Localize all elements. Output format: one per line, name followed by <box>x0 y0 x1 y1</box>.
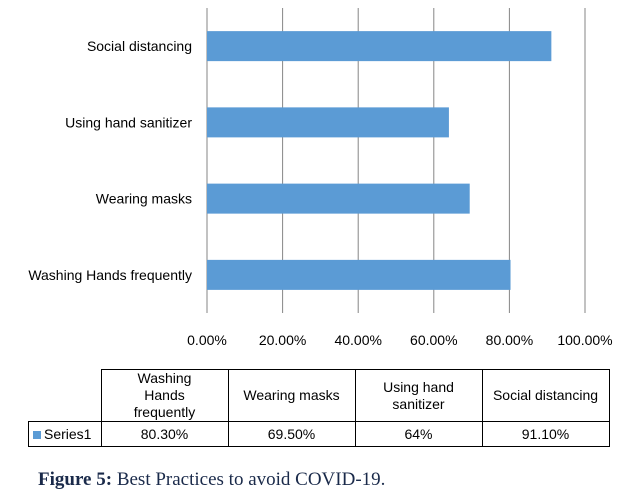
data-table-header: Washing Hands frequently <box>100 369 229 422</box>
data-table-header: Using hand sanitizer <box>354 369 483 422</box>
x-tick-label: 0.00% <box>187 332 227 348</box>
data-table-value: 64% <box>354 421 483 447</box>
x-tick-label: 100.00% <box>557 332 612 348</box>
data-table-series-cell: Series1 <box>28 421 102 447</box>
data-table: Washing Hands frequently Wearing masks U… <box>28 369 610 447</box>
bar <box>207 31 552 62</box>
bar <box>207 107 449 138</box>
data-table-value: 69.50% <box>227 421 356 447</box>
figure-caption-label: Figure 5: <box>38 469 113 490</box>
data-table-series-row: Series1 80.30% 69.50% 64% 91.10% <box>28 421 610 447</box>
data-table-header: Social distancing <box>481 369 610 422</box>
bar-chart: Washing Hands frequently Wearing masks Usi… <box>28 8 613 348</box>
category-label: Washing Hands frequently <box>28 267 192 283</box>
bars <box>207 31 552 290</box>
category-label: Social distancing <box>87 38 192 54</box>
figure-caption-text: Best Practices to avoid COVID-19. <box>112 469 386 490</box>
x-tick-label: 60.00% <box>410 332 457 348</box>
x-tick-label: 20.00% <box>259 332 306 348</box>
series-name: Series1 <box>44 426 92 442</box>
data-table-value: 80.30% <box>100 421 229 447</box>
x-tick-label: 80.00% <box>486 332 533 348</box>
data-table-corner <box>28 369 102 422</box>
bar <box>207 183 470 214</box>
figure-caption: Figure 5: Best Practices to avoid COVID-… <box>38 469 385 491</box>
data-table-value: 91.10% <box>481 421 610 447</box>
bar <box>207 259 511 290</box>
category-label: Using hand sanitizer <box>65 114 192 130</box>
x-tick-label: 40.00% <box>334 332 381 348</box>
x-tick-labels: 0.00% 20.00% 40.00% 60.00% 80.00% 100.00% <box>187 332 612 348</box>
data-table-header: Wearing masks <box>227 369 356 422</box>
data-table-header-row: Washing Hands frequently Wearing masks U… <box>28 369 610 422</box>
category-label: Wearing masks <box>96 191 192 207</box>
legend-swatch <box>33 431 41 440</box>
category-labels: Washing Hands frequently Wearing masks Usi… <box>28 38 192 283</box>
